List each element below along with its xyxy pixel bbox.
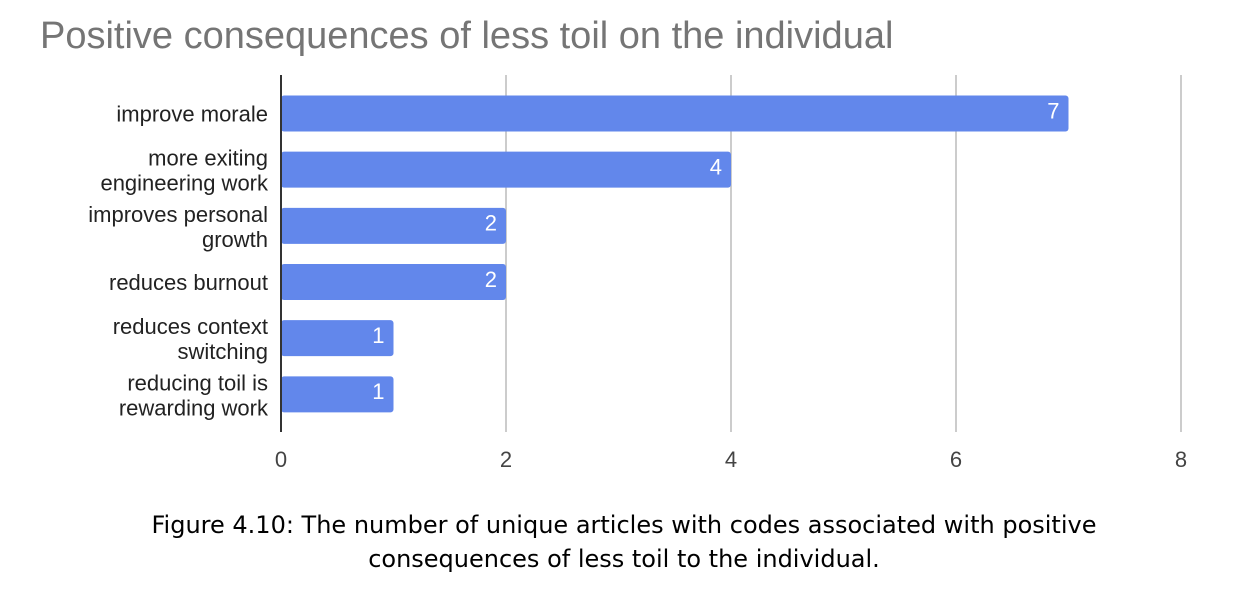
bar-chart: Positive consequences of less toil on th… xyxy=(40,15,1187,472)
category-label: reduces burnout xyxy=(109,270,268,295)
x-tick-label: 8 xyxy=(1175,447,1187,472)
x-tick-label: 2 xyxy=(500,447,512,472)
category-label: improve morale xyxy=(116,102,268,127)
caption-line-2: consequences of less toil to the individ… xyxy=(368,545,880,573)
bar xyxy=(281,376,394,413)
caption-line-1: Figure 4.10: The number of unique articl… xyxy=(151,511,1097,539)
bar xyxy=(281,151,731,188)
category-label-line: rewarding work xyxy=(119,395,269,420)
category-label-line: engineering work xyxy=(100,171,269,196)
bar xyxy=(281,95,1069,132)
category-label-line: more exiting xyxy=(148,146,268,171)
bar-data-label: 7 xyxy=(1047,98,1059,123)
category-label: improves personal growth xyxy=(88,202,268,252)
bar-data-label: 1 xyxy=(372,323,384,348)
category-label-line: growth xyxy=(202,227,268,252)
category-label-line: reduces context xyxy=(113,314,268,339)
bar-data-label: 1 xyxy=(372,379,384,404)
category-label-line: improve morale xyxy=(116,102,268,127)
category-label: reduces context switching xyxy=(113,314,268,364)
bar xyxy=(281,320,394,357)
category-label-line: improves personal xyxy=(88,202,268,227)
category-labels: improve morale more exiting engineering wo… xyxy=(88,102,269,421)
category-label-line: reducing toil is xyxy=(127,370,268,395)
category-label: more exiting engineering work xyxy=(100,146,269,196)
category-label: reducing toil is rewarding work xyxy=(119,370,269,420)
chart-title: Positive consequences of less toil on th… xyxy=(40,15,893,57)
x-axis-tick-labels: 0 2 4 6 8 xyxy=(275,447,1187,472)
gridlines xyxy=(505,75,1182,432)
bar-data-label: 2 xyxy=(485,267,497,292)
category-label-line: reduces burnout xyxy=(109,270,268,295)
bar xyxy=(281,207,506,244)
x-tick-label: 4 xyxy=(725,447,737,472)
figure-caption: Figure 4.10: The number of unique articl… xyxy=(0,508,1248,576)
bar-data-label: 4 xyxy=(710,154,722,179)
x-tick-label: 0 xyxy=(275,447,287,472)
category-label-line: switching xyxy=(178,339,268,364)
bar-data-label: 2 xyxy=(485,211,497,236)
x-tick-label: 6 xyxy=(950,447,962,472)
bars: 7 4 2 2 1 1 xyxy=(281,95,1069,413)
bar xyxy=(281,264,506,300)
